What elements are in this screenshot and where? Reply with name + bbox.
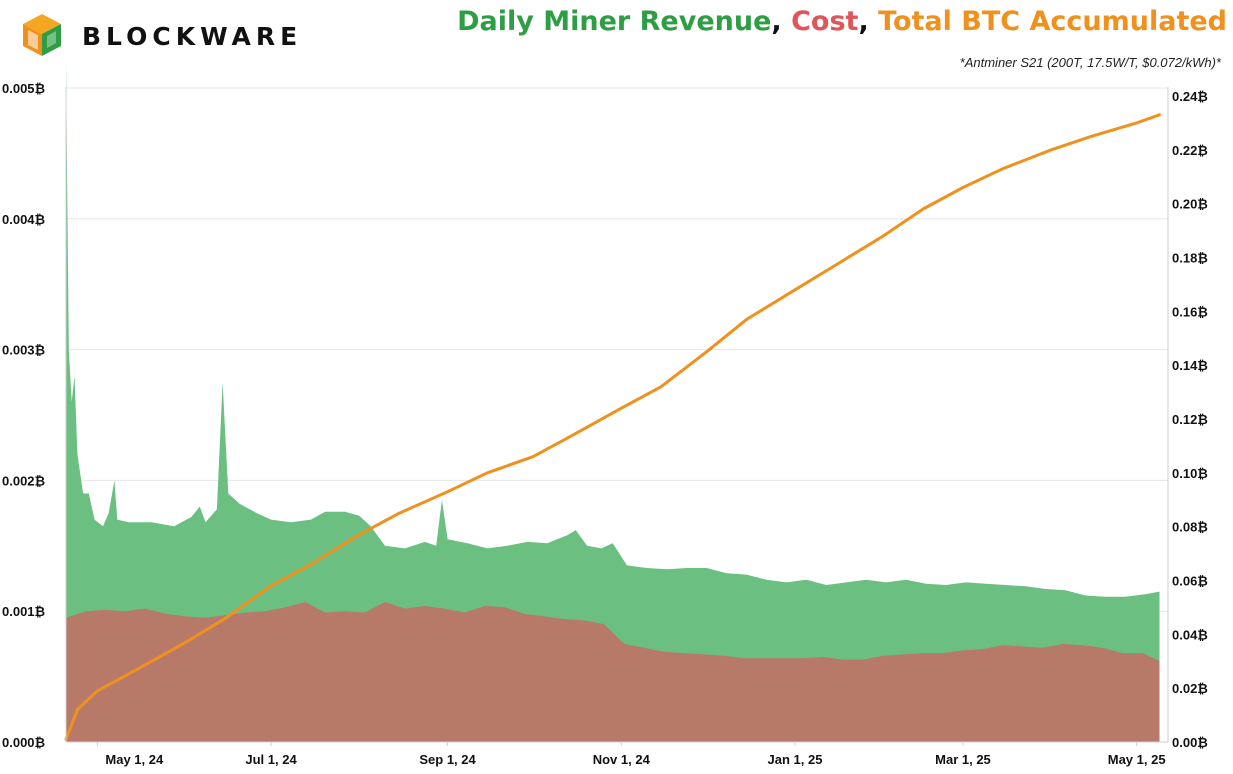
- y-right-tick-label: 0.14₿: [1172, 358, 1208, 373]
- y-right-tick-label: 0.10₿: [1172, 466, 1208, 481]
- brand: BLOCKWARE: [20, 12, 302, 58]
- y-right-tick-label: 0.02₿: [1172, 681, 1208, 696]
- title-revenue: Daily Miner Revenue: [457, 6, 772, 37]
- title-sep-1: ,: [771, 6, 792, 37]
- y-left-tick-label: 0.002₿: [2, 473, 45, 488]
- brand-name: BLOCKWARE: [82, 21, 303, 51]
- title-sep-2: ,: [858, 6, 879, 37]
- y-right-tick-label: 0.16₿: [1172, 304, 1208, 319]
- x-tick-label: May 1, 25: [1108, 752, 1166, 767]
- y-right-tick-label: 0.00₿: [1172, 735, 1208, 750]
- y-right-tick-label: 0.12₿: [1172, 412, 1208, 427]
- blockware-cube-icon: [23, 14, 61, 56]
- x-tick-label: May 1, 24: [105, 752, 164, 767]
- y-right-tick-label: 0.20₿: [1172, 197, 1208, 212]
- y-left-tick-label: 0.003₿: [2, 343, 45, 358]
- revenue-area: [66, 61, 1160, 743]
- y-left-tick-label: 0.005₿: [2, 81, 45, 96]
- y-right-tick-label: 0.18₿: [1172, 251, 1208, 266]
- y-left-tick-label: 0.001₿: [2, 604, 45, 619]
- y-right-tick-label: 0.22₿: [1172, 143, 1208, 158]
- y-right-tick-label: 0.04₿: [1172, 627, 1208, 642]
- chart-subtitle: *Antminer S21 (200T, 17.5W/T, $0.072/kWh…: [959, 55, 1221, 70]
- cost-area: [66, 602, 1160, 742]
- x-tick-label: Nov 1, 24: [593, 752, 651, 767]
- title-accumulated: Total BTC Accumulated: [878, 6, 1227, 37]
- y-right-tick-label: 0.08₿: [1172, 520, 1208, 535]
- x-tick-label: Jan 1, 25: [768, 752, 823, 767]
- chart-title: Daily Miner Revenue, Cost, Total BTC Acc…: [457, 6, 1227, 37]
- x-tick-label: Mar 1, 25: [935, 752, 991, 767]
- y-right-tick-label: 0.06₿: [1172, 574, 1208, 589]
- title-cost: Cost: [791, 6, 859, 37]
- y-left-tick-label: 0.004₿: [2, 212, 45, 227]
- y-left-tick-label: 0.000₿: [2, 735, 45, 750]
- x-tick-label: Jul 1, 24: [245, 752, 297, 767]
- accumulated-line: [64, 113, 1161, 741]
- y-right-tick-label: 0.24₿: [1172, 89, 1208, 104]
- x-tick-label: Sep 1, 24: [419, 752, 476, 767]
